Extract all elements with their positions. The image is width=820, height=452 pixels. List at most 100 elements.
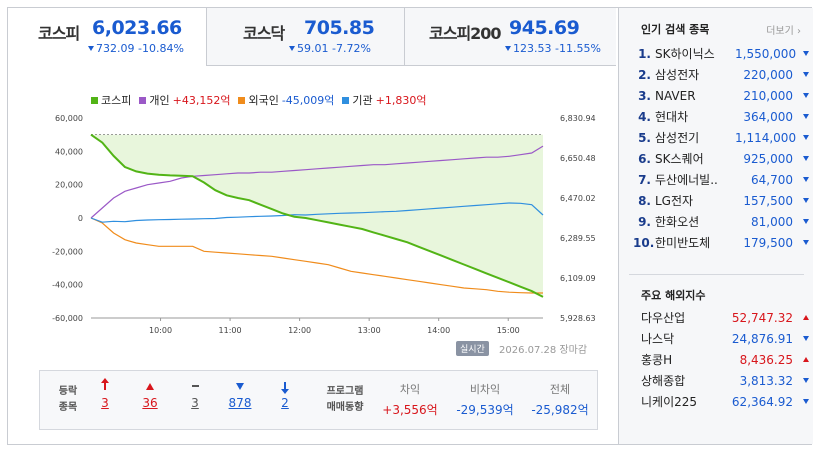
lower-limit-count[interactable]: 2: [281, 396, 289, 410]
breadth-lower-limit: 2: [270, 379, 300, 410]
index-change: 732.09 -10.84%: [88, 42, 184, 55]
tab-name: 코스피: [38, 24, 80, 43]
y-left-tick-label: 60,000: [55, 114, 83, 123]
sidebar-divider: [629, 274, 804, 275]
down-arrow-icon: [793, 177, 809, 182]
fall-count[interactable]: 878: [228, 396, 252, 410]
program-non-arbitrage: 비차익 -29,539억: [450, 381, 520, 418]
popular-stock-row[interactable]: 9. 한화오션 81,000: [633, 211, 809, 232]
upper-limit-count[interactable]: 3: [101, 396, 109, 410]
orange-swatch-icon: [238, 96, 246, 104]
change-amount: 59.01: [297, 42, 329, 55]
flat-dash-icon: [191, 385, 199, 387]
rank-number: 9.: [638, 214, 651, 229]
rank-number: 3.: [638, 88, 651, 103]
down-arrow-icon: [793, 198, 809, 203]
rank-number: 10.: [633, 235, 655, 250]
stock-price: 157,500: [743, 193, 793, 208]
lower-limit-arrow-icon: [281, 382, 289, 394]
program-arbitrage: 차익 +3,556억: [380, 381, 440, 418]
popular-stock-row[interactable]: 10. 한미반도체 179,500: [633, 232, 809, 253]
tab-kospi200[interactable]: 코스피200 945.69 123.53 -11.55%: [404, 8, 616, 66]
series-line-코스피: [90, 133, 544, 298]
program-header: 전체: [549, 383, 571, 396]
legend-individual[interactable]: 개인 +43,152억: [139, 92, 230, 108]
world-index-name: 다우산업: [641, 311, 686, 325]
down-arrow-icon: [793, 336, 809, 341]
stock-price: 179,500: [743, 235, 793, 250]
popular-stock-row[interactable]: 4. 현대차 364,000: [633, 106, 809, 127]
up-arrow-icon: [793, 315, 809, 320]
legend-kospi[interactable]: 코스피: [91, 92, 131, 108]
legend-label: 개인: [149, 94, 170, 107]
popular-stock-row[interactable]: 1. SK하이닉스 1,550,000: [633, 43, 809, 64]
popular-stock-row[interactable]: 6. SK스퀘어 925,000: [633, 148, 809, 169]
y-right-tick-label: 5,928.63: [560, 314, 596, 323]
x-tick-label: 10:00: [149, 326, 172, 335]
world-index-value: 3,813.32: [739, 373, 793, 388]
popular-stock-row[interactable]: 2. 삼성전자 220,000: [633, 64, 809, 85]
world-index-value: 62,364.92: [731, 394, 793, 409]
y-left-tick-label: -20,000: [52, 247, 83, 256]
popular-title: 인기 검색 종목: [641, 23, 710, 36]
legend-foreign[interactable]: 외국인 -45,009억: [238, 92, 334, 108]
tab-kospi[interactable]: 코스피 6,023.66 732.09 -10.84%: [8, 8, 206, 66]
legend-institution[interactable]: 기관 +1,830억: [342, 92, 427, 108]
rank-number: 5.: [638, 130, 651, 145]
breadth-up: 36: [135, 379, 165, 410]
index-value: 6,023.66: [92, 17, 182, 39]
world-index-name: 상해종합: [641, 374, 686, 388]
down-arrow-icon: [793, 72, 809, 77]
program-total: 전체 -25,982억: [525, 381, 595, 418]
rise-count[interactable]: 36: [142, 396, 158, 410]
tab-name: 코스피200: [429, 24, 502, 43]
green-swatch-icon: [91, 96, 98, 104]
y-right-tick-label: 6,109.09: [560, 274, 596, 283]
popular-stock-row[interactable]: 5. 삼성전기 1,114,000: [633, 127, 809, 148]
stock-name: LG전자: [655, 194, 694, 208]
y-right-tick-label: 6,289.55: [560, 234, 596, 243]
popular-stock-row[interactable]: 3. NAVER 210,000: [633, 85, 809, 106]
down-arrow-icon: [793, 51, 809, 56]
blue-swatch-icon: [342, 96, 350, 104]
change-rate: -7.72%: [332, 42, 371, 55]
x-tick-label: 12:00: [288, 326, 311, 335]
x-tick-label: 15:00: [497, 326, 520, 335]
flat-count[interactable]: 3: [191, 396, 199, 410]
world-index-row[interactable]: 나스닥 24,876.91: [641, 328, 809, 349]
rank-number: 8.: [638, 193, 651, 208]
legend-label: 기관: [352, 94, 373, 107]
breadth-label-line: 등락: [58, 386, 78, 397]
investor-trend-chart: 60,000 40,000 20,000 0 -20,000 -40,000 -60,000…: [52, 114, 596, 335]
world-index-name: 니케이225: [641, 395, 698, 409]
down-arrow-icon: [793, 156, 809, 161]
chevron-right-icon: ›: [797, 26, 801, 37]
rank-number: 7.: [638, 172, 651, 187]
y-right-tick-label: 6,470.02: [560, 194, 596, 203]
world-index-row[interactable]: 다우산업 52,747.32: [641, 307, 809, 328]
stock-price: 220,000: [743, 67, 793, 82]
x-tick-label: 11:00: [219, 326, 242, 335]
series-line-기관: [90, 202, 544, 223]
world-index-row[interactable]: 상해종합 3,813.32: [641, 370, 809, 391]
rank-number: 1.: [638, 46, 651, 61]
more-link[interactable]: 더보기 ›: [766, 22, 801, 37]
world-index-row[interactable]: 홍콩H 8,436.25: [641, 349, 809, 370]
program-value: +3,556억: [382, 403, 438, 417]
rank-number: 2.: [638, 67, 651, 82]
tab-kosdaq[interactable]: 코스닥 705.85 59.01 -7.72%: [206, 8, 404, 66]
popular-stock-row[interactable]: 7. 두산에너빌.. 64,700: [633, 169, 809, 190]
y-left-tick-label: -60,000: [52, 314, 83, 323]
stock-price: 81,000: [751, 214, 793, 229]
popular-stock-row[interactable]: 8. LG전자 157,500: [633, 190, 809, 211]
world-index-value: 52,747.32: [731, 310, 793, 325]
kospi-area-fill: [91, 134, 543, 297]
down-arrow-icon: [793, 219, 809, 224]
down-arrow-icon: [793, 240, 809, 245]
legend-label: 코스피: [101, 94, 132, 107]
world-index-name: 홍콩H: [641, 353, 673, 367]
rank-number: 4.: [638, 109, 651, 124]
y-left-tick-label: 20,000: [55, 181, 83, 190]
sidebar: 인기 검색 종목 더보기 › 1. SK하이닉스 1,550,000 2. 삼성전자 22…: [618, 8, 813, 444]
world-index-row[interactable]: 니케이225 62,364.92: [641, 391, 809, 412]
